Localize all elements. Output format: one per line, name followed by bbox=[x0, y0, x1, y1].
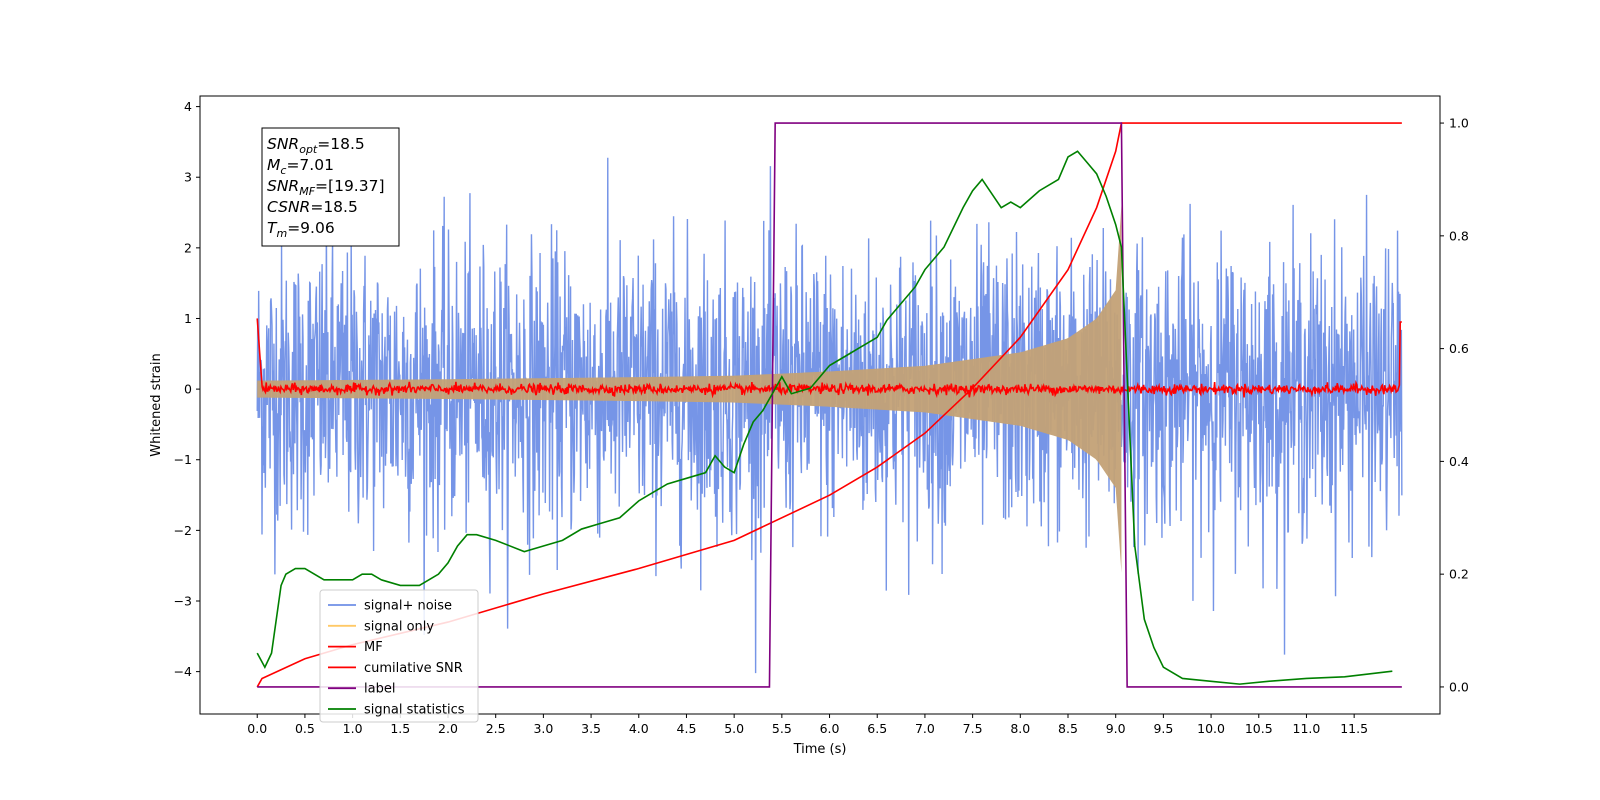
y2-tick-label: 0.2 bbox=[1449, 567, 1469, 582]
x-tick-label: 2.5 bbox=[486, 721, 506, 736]
y-tick-label: 0 bbox=[184, 382, 192, 397]
x-axis-label: Time (s) bbox=[793, 742, 847, 757]
y-tick-label: −3 bbox=[174, 593, 192, 608]
x-axis: 0.0 0.5 1.0 1.5 2.0 2.5 3.0 3.5 4.0 4.5 5.0 5.5 6.0 6… bbox=[247, 714, 1368, 736]
legend: signal+ noise signal only MF cumilative SNR… bbox=[319, 589, 479, 723]
x-tick-label: 4.5 bbox=[677, 721, 697, 736]
legend-entry: cumilative SNR bbox=[364, 661, 463, 676]
y2-tick-label: 0.8 bbox=[1449, 228, 1469, 243]
legend-entry: signal statistics bbox=[364, 703, 465, 718]
legend-entry: MF bbox=[364, 640, 383, 655]
y-tick-label: 2 bbox=[184, 240, 192, 255]
y-tick-label: −2 bbox=[174, 523, 192, 538]
x-tick-label: 6.5 bbox=[867, 721, 887, 736]
y-tick-label: 1 bbox=[184, 311, 192, 326]
mf-series bbox=[256, 318, 1402, 399]
y2-tick-label: 1.0 bbox=[1449, 116, 1469, 131]
x-tick-label: 10.0 bbox=[1197, 721, 1225, 736]
y-tick-label: −1 bbox=[174, 452, 192, 467]
y-axis-left: −4 −3 −2 −1 0 1 2 3 4 bbox=[174, 99, 200, 679]
legend-entry: signal only bbox=[364, 619, 434, 634]
stats-box: SNRopt=18.5Mc=7.01SNRMF=[19.37]CSNR=18.5… bbox=[261, 127, 400, 247]
x-tick-label: 7.0 bbox=[915, 721, 935, 736]
x-tick-label: 7.5 bbox=[963, 721, 983, 736]
y2-tick-label: 0.0 bbox=[1449, 679, 1469, 694]
signal-statistics-line bbox=[256, 150, 1393, 685]
x-tick-label: 8.0 bbox=[1010, 721, 1030, 736]
x-tick-label: 10.5 bbox=[1245, 721, 1273, 736]
stats-line: Tm=9.06 bbox=[267, 219, 335, 240]
legend-entry: label bbox=[364, 682, 395, 697]
x-tick-label: 6.0 bbox=[820, 721, 840, 736]
y2-tick-label: 0.4 bbox=[1449, 454, 1469, 469]
x-tick-label: 4.0 bbox=[629, 721, 649, 736]
x-tick-label: 0.0 bbox=[247, 721, 267, 736]
y-tick-label: 4 bbox=[184, 99, 192, 114]
x-tick-label: 9.0 bbox=[1106, 721, 1126, 736]
x-tick-label: 3.0 bbox=[533, 721, 553, 736]
y2-tick-label: 0.6 bbox=[1449, 341, 1469, 356]
x-tick-label: 1.0 bbox=[343, 721, 363, 736]
label-line bbox=[257, 122, 1402, 688]
y-axis-right: 0.0 0.2 0.4 0.6 0.8 1.0 bbox=[1440, 116, 1469, 694]
stats-line: SNRMF=[19.37] bbox=[267, 177, 385, 198]
mf-line bbox=[256, 318, 1402, 399]
x-tick-label: 3.5 bbox=[581, 721, 601, 736]
stats-line: CSNR=18.5 bbox=[267, 198, 358, 216]
stats-box-frame bbox=[261, 127, 400, 247]
x-tick-label: 0.5 bbox=[295, 721, 315, 736]
x-tick-label: 9.5 bbox=[1153, 721, 1173, 736]
y-axis-label: Whitened strain bbox=[149, 353, 164, 456]
x-tick-label: 11.0 bbox=[1293, 721, 1321, 736]
x-tick-label: 8.5 bbox=[1058, 721, 1078, 736]
x-tick-label: 5.5 bbox=[772, 721, 792, 736]
x-tick-label: 11.5 bbox=[1340, 721, 1368, 736]
stats-line: Mc=7.01 bbox=[267, 156, 334, 177]
stats-line: SNRopt=18.5 bbox=[267, 135, 365, 156]
legend-entry: signal+ noise bbox=[364, 599, 452, 614]
x-tick-label: 1.5 bbox=[390, 721, 410, 736]
y-tick-label: −4 bbox=[174, 664, 192, 679]
x-tick-label: 5.0 bbox=[724, 721, 744, 736]
signal-statistics-series bbox=[256, 150, 1393, 685]
y-tick-label: 3 bbox=[184, 170, 192, 185]
legend-frame bbox=[319, 589, 479, 723]
plot-frame bbox=[199, 95, 1441, 715]
label-series bbox=[257, 122, 1402, 688]
x-tick-label: 2.0 bbox=[438, 721, 458, 736]
